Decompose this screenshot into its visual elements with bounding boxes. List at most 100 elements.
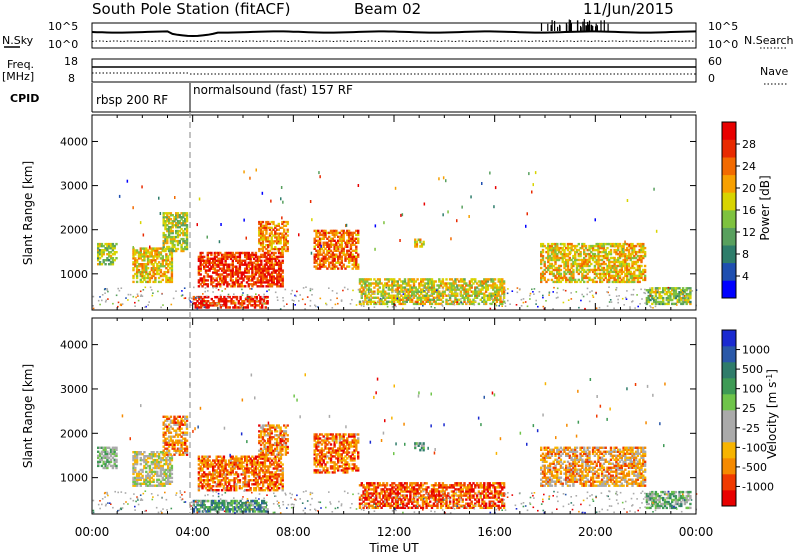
- scatter-cell: [360, 286, 363, 289]
- speckle-cell: [433, 291, 436, 294]
- speckle-cell: [202, 293, 204, 295]
- scatter-cell: [328, 235, 331, 239]
- speckle-cell: [423, 290, 425, 292]
- scatter-cell: [618, 264, 622, 268]
- scatter-cell: [231, 261, 234, 264]
- scatter-cell: [165, 261, 168, 264]
- scatter-cell: [267, 489, 270, 492]
- scatter-cell: [206, 481, 209, 484]
- scatter-cell: [203, 259, 206, 262]
- scatter-cell: [340, 229, 343, 233]
- scatter-cell: [474, 290, 477, 293]
- scatter-cell: [626, 278, 629, 282]
- speckle-cell: [412, 295, 414, 298]
- scatter-cell: [501, 290, 504, 293]
- scatter-cell: [98, 242, 102, 246]
- scatter-cell: [270, 283, 274, 286]
- scatter-cell: [226, 273, 229, 276]
- speckle-cell: [535, 303, 537, 305]
- scatter-cell: [259, 236, 263, 239]
- scatter-cell: [241, 302, 244, 305]
- scatter-cell: [148, 470, 152, 474]
- scatter-cell: [570, 264, 573, 268]
- scatter-cell: [403, 286, 407, 289]
- scatter-cell: [423, 278, 426, 281]
- scatter-cell: [402, 290, 405, 293]
- scatter-cell: [145, 270, 148, 274]
- scatter-cell: [139, 253, 142, 256]
- scatter-cell: [258, 230, 261, 233]
- scatter-cell: [477, 280, 481, 283]
- scatter-cell: [156, 484, 159, 487]
- scatter-cell: [236, 285, 240, 288]
- search-tick-top: 10^5: [708, 20, 738, 33]
- scatter-cell: [235, 273, 238, 276]
- scatter-cell: [660, 294, 663, 298]
- scatter-cell: [171, 226, 174, 229]
- scatter-cell: [159, 251, 163, 254]
- scatter-cell: [141, 263, 144, 266]
- scatter-cell: [617, 260, 620, 264]
- scatter-cell: [466, 296, 470, 299]
- scatter-cell: [269, 255, 272, 259]
- scatter-cell: [224, 479, 227, 482]
- scatter-cell: [253, 267, 256, 270]
- scatter-cell: [206, 455, 209, 458]
- scatter-cell: [364, 294, 367, 297]
- scatter-cell: [222, 267, 226, 270]
- scatter-cell: [409, 294, 412, 297]
- scatter-cell: [163, 270, 166, 274]
- scatter-cell: [615, 252, 618, 256]
- scatter-cell: [459, 278, 463, 281]
- scatter-cell: [382, 292, 385, 295]
- scatter-cell: [254, 253, 258, 257]
- scatter-cell: [166, 453, 169, 456]
- scatter-cell: [265, 487, 268, 490]
- scatter-cell: [667, 300, 670, 304]
- scatter-cell: [583, 262, 586, 266]
- scatter-cell: [225, 297, 228, 301]
- scatter-cell: [540, 260, 543, 264]
- speckle-cell: [286, 303, 288, 305]
- scatter-cell: [676, 294, 679, 298]
- scatter-cell: [263, 246, 266, 249]
- scatter-cell: [199, 479, 202, 482]
- scatter-cell: [104, 454, 107, 458]
- scatter-cell: [204, 271, 208, 274]
- scatter-cell: [322, 251, 325, 254]
- scatter-cell: [633, 274, 636, 278]
- scatter-cell: [236, 481, 240, 484]
- scatter-cell: [236, 255, 240, 259]
- scatter-cell: [132, 257, 135, 260]
- scatter-cell: [611, 274, 614, 278]
- scatter-cell: [328, 249, 331, 252]
- scatter-cell: [414, 280, 417, 283]
- scatter-cell: [448, 298, 452, 301]
- scatter-cell: [154, 464, 157, 468]
- scatter-cell: [615, 248, 618, 252]
- scatter-cell: [167, 235, 171, 239]
- scatter-cell: [180, 224, 183, 227]
- scatter-cell: [171, 235, 174, 239]
- scatter-cell: [162, 415, 165, 418]
- scatter-cell: [454, 294, 457, 297]
- scatter-cell: [463, 286, 466, 289]
- scatter-cell: [231, 263, 234, 266]
- scatter-cell: [429, 294, 432, 297]
- scatter-cell: [557, 264, 561, 268]
- scatter-cell: [270, 220, 273, 224]
- scatter-cell: [146, 267, 150, 270]
- scatter-cell: [414, 302, 417, 306]
- scatter-cell: [215, 255, 218, 259]
- scatter-cell: [333, 245, 336, 248]
- speckle-cell: [304, 308, 306, 310]
- scatter-cell: [393, 282, 396, 285]
- scatter-cell: [229, 467, 233, 470]
- scatter-cell: [360, 296, 363, 299]
- scatter-cell: [631, 274, 634, 278]
- scatter-cell: [154, 253, 157, 256]
- speckle-cell: [336, 247, 339, 251]
- scatter-cell: [492, 284, 495, 287]
- scatter-cell: [180, 419, 183, 422]
- scatter-cell: [215, 259, 218, 262]
